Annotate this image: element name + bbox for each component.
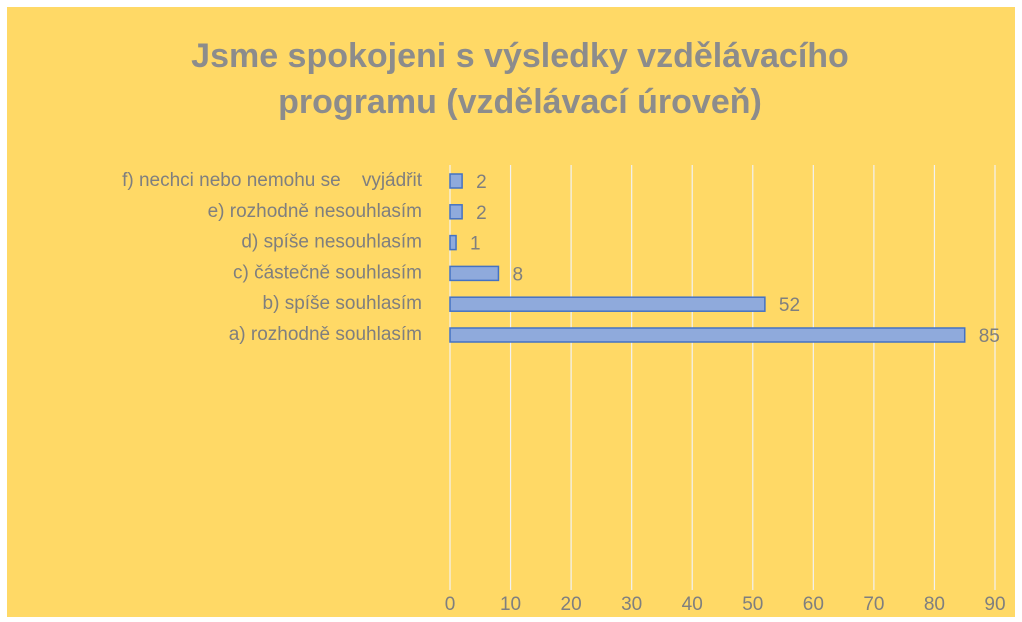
bar — [449, 234, 457, 251]
chart-title: Jsme spokojeni s výsledky vzdělávacího — [191, 37, 849, 75]
x-tick-label: 30 — [621, 594, 642, 615]
data-label: 85 — [979, 326, 1000, 347]
data-label: 2 — [476, 203, 487, 224]
x-tick-label: 40 — [682, 594, 703, 615]
data-label: 52 — [779, 295, 800, 316]
x-tick-label: 50 — [742, 594, 763, 615]
y-tick-label: b) spíše souhlasím — [263, 293, 422, 314]
y-tick-label: f) nechci nebo nemohu se vyjádřit — [122, 170, 423, 191]
y-tick-label: c) částečně souhlasím — [233, 262, 422, 283]
chart-title: programu (vzdělávací úroveň) — [278, 83, 762, 121]
x-tick-label: 0 — [445, 594, 456, 615]
x-tick-label: 80 — [924, 594, 945, 615]
x-tick-label: 70 — [863, 594, 884, 615]
x-tick-label: 60 — [803, 594, 824, 615]
data-label: 1 — [470, 234, 481, 255]
y-tick-label: d) spíše nesouhlasím — [241, 232, 422, 253]
data-label: 8 — [512, 264, 523, 285]
data-label: 2 — [476, 172, 487, 193]
y-tick-label: e) rozhodně nesouhlasím — [208, 201, 422, 222]
bar — [449, 265, 500, 282]
x-tick-label: 20 — [561, 594, 582, 615]
bar — [449, 296, 766, 312]
bar — [449, 204, 463, 220]
x-tick-label: 10 — [500, 594, 521, 615]
y-tick-label: a) rozhodně souhlasím — [229, 324, 422, 345]
x-tick-label: 90 — [984, 594, 1005, 615]
bar — [449, 173, 463, 189]
bar — [449, 327, 966, 343]
